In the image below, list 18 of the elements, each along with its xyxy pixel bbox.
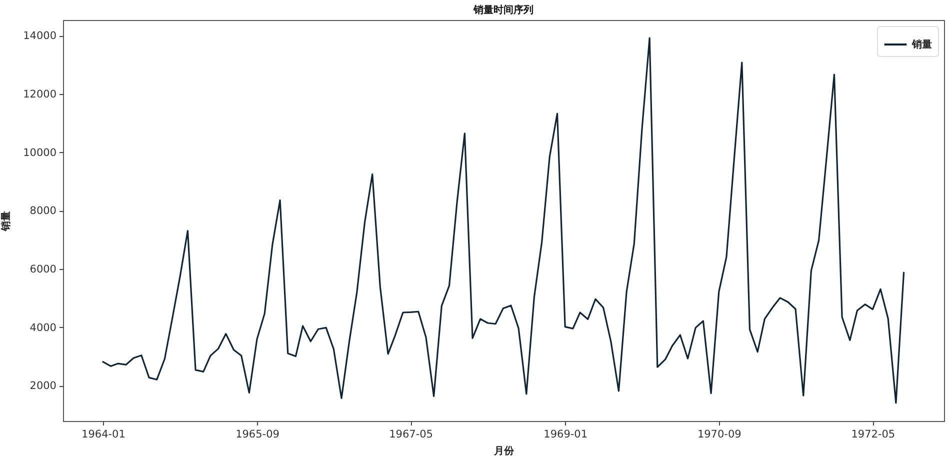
line-series xyxy=(102,37,905,404)
y-tick-label: 8000 xyxy=(30,205,56,218)
y-tick-label: 10000 xyxy=(23,146,56,159)
legend-label: 销量 xyxy=(911,38,932,50)
chart-title: 销量时间序列 xyxy=(472,4,534,16)
x-tick-label: 1964-01 xyxy=(82,428,126,440)
y-tick-label: 4000 xyxy=(30,322,56,334)
y-tick-label: 2000 xyxy=(30,380,56,392)
y-tick-label: 12000 xyxy=(23,88,56,101)
x-tick-label: 1969-01 xyxy=(544,428,588,440)
x-tick-label: 1965-09 xyxy=(236,428,280,440)
y-tick-label: 14000 xyxy=(23,30,56,42)
y-tick-label: 6000 xyxy=(30,264,56,276)
x-axis-title: 月份 xyxy=(493,445,515,457)
y-axis-title: 销量 xyxy=(0,211,12,232)
x-tick-label: 1972-05 xyxy=(851,428,896,440)
x-tick-label: 1967-05 xyxy=(389,428,433,440)
x-tick-label: 1970-09 xyxy=(697,428,742,440)
